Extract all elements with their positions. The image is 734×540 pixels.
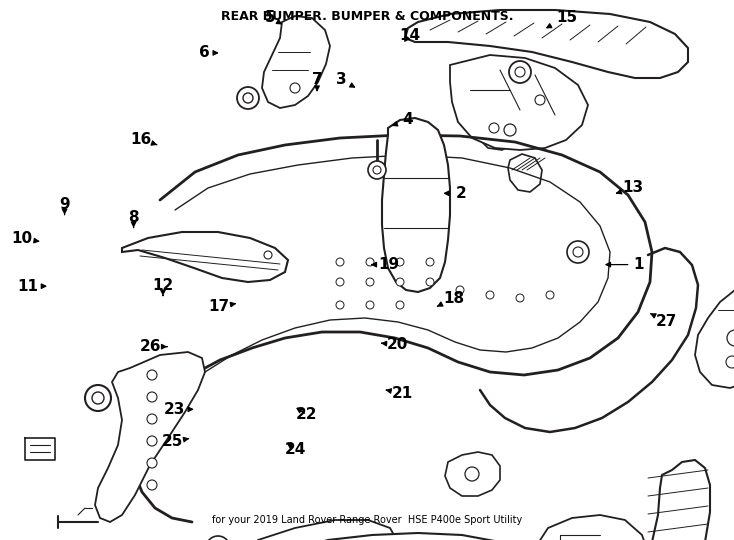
Text: 3: 3: [336, 72, 355, 87]
Circle shape: [426, 278, 434, 286]
Circle shape: [515, 67, 525, 77]
Circle shape: [396, 258, 404, 266]
Circle shape: [366, 301, 374, 309]
Text: 17: 17: [208, 299, 235, 314]
Text: 12: 12: [153, 278, 173, 295]
Circle shape: [366, 258, 374, 266]
Text: 20: 20: [382, 337, 409, 352]
Polygon shape: [445, 452, 500, 496]
Text: 22: 22: [296, 407, 318, 422]
Circle shape: [727, 330, 734, 346]
Circle shape: [546, 291, 554, 299]
Circle shape: [85, 385, 111, 411]
Polygon shape: [122, 232, 288, 282]
Text: 16: 16: [131, 132, 157, 147]
Circle shape: [509, 61, 531, 83]
Polygon shape: [535, 515, 648, 540]
Text: 8: 8: [128, 210, 139, 227]
Circle shape: [396, 301, 404, 309]
Circle shape: [426, 258, 434, 266]
Text: 7: 7: [312, 72, 322, 91]
Circle shape: [535, 95, 545, 105]
Text: 27: 27: [650, 314, 677, 329]
Circle shape: [396, 278, 404, 286]
Text: 11: 11: [18, 279, 46, 294]
Polygon shape: [508, 154, 542, 192]
Circle shape: [243, 93, 253, 103]
Circle shape: [290, 83, 300, 93]
Circle shape: [147, 392, 157, 402]
Circle shape: [147, 370, 157, 380]
Circle shape: [726, 356, 734, 368]
Text: 15: 15: [547, 10, 577, 28]
Polygon shape: [95, 352, 205, 522]
Polygon shape: [248, 533, 552, 540]
Circle shape: [237, 87, 259, 109]
Circle shape: [504, 124, 516, 136]
Text: 23: 23: [164, 402, 192, 417]
Circle shape: [567, 241, 589, 263]
Circle shape: [147, 436, 157, 446]
Polygon shape: [476, 104, 520, 150]
Text: 19: 19: [372, 257, 399, 272]
Circle shape: [206, 536, 230, 540]
Circle shape: [373, 166, 381, 174]
Circle shape: [147, 480, 157, 490]
Circle shape: [336, 278, 344, 286]
Circle shape: [336, 301, 344, 309]
Text: 14: 14: [399, 28, 420, 43]
Text: 1: 1: [606, 257, 644, 272]
Circle shape: [489, 123, 499, 133]
Text: REAR BUMPER. BUMPER & COMPONENTS.: REAR BUMPER. BUMPER & COMPONENTS.: [221, 10, 513, 23]
Text: 10: 10: [12, 231, 39, 246]
Circle shape: [366, 278, 374, 286]
Text: 9: 9: [59, 197, 70, 214]
Circle shape: [264, 251, 272, 259]
Text: 18: 18: [437, 291, 464, 306]
Text: for your 2019 Land Rover Range Rover  HSE P400e Sport Utility: for your 2019 Land Rover Range Rover HSE…: [212, 515, 522, 525]
Text: 13: 13: [617, 180, 643, 195]
Text: 6: 6: [199, 45, 217, 60]
Circle shape: [368, 161, 386, 179]
Polygon shape: [695, 286, 734, 388]
Text: 21: 21: [386, 386, 413, 401]
Text: 26: 26: [139, 339, 167, 354]
Circle shape: [147, 414, 157, 424]
Text: 25: 25: [161, 434, 189, 449]
Circle shape: [92, 392, 104, 404]
Circle shape: [147, 458, 157, 468]
Circle shape: [516, 294, 524, 302]
Polygon shape: [252, 520, 398, 540]
Polygon shape: [642, 460, 710, 540]
Polygon shape: [382, 118, 450, 292]
Text: 4: 4: [393, 112, 413, 127]
Circle shape: [456, 286, 464, 294]
Polygon shape: [262, 16, 330, 108]
Circle shape: [465, 467, 479, 481]
Text: 2: 2: [445, 186, 466, 201]
Circle shape: [573, 247, 583, 257]
Text: 24: 24: [284, 442, 306, 457]
Circle shape: [336, 258, 344, 266]
Text: 5: 5: [265, 10, 281, 25]
Polygon shape: [450, 55, 588, 150]
Polygon shape: [405, 10, 688, 78]
Circle shape: [486, 291, 494, 299]
